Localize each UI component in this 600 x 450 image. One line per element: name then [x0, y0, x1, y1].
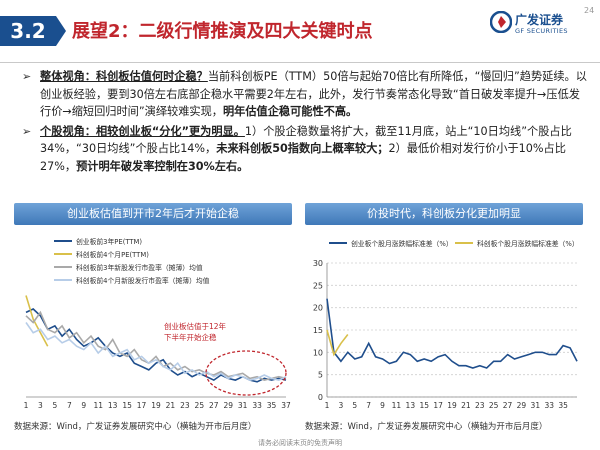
bullet-key: 个股视角：相较创业板“分化”更为明显。	[40, 124, 245, 138]
disclaimer-note: 请务必阅读末页的免责声明	[258, 439, 342, 447]
page-number: 24	[584, 6, 595, 15]
bullet-bold-end: 明年估值企稳可能性不高。	[222, 105, 358, 119]
x-tick-label: 11	[392, 401, 402, 410]
highlight-circle	[205, 350, 287, 396]
y-tick-label: 0	[318, 393, 323, 402]
chart-gem-valuation: 1 3 5 7 9 11 13 15 17 19 21 23 25 27 29 31 33 35 37创业板前3年P…	[24, 237, 291, 410]
series-line-1	[25, 308, 287, 383]
y-tick-label: 30	[313, 259, 323, 268]
y-tick-label: 15	[313, 326, 323, 335]
x-tick-label: 23	[475, 401, 485, 410]
bullet-text: 1）个股企稳数量将扩大，截至11月底，站上“10日均线”个股占比34%，“30日…	[40, 124, 572, 156]
x-tick-label: 19	[447, 401, 457, 410]
x-tick-label: 27	[503, 401, 513, 410]
annotation-line-2: 下半年开始企稳	[164, 332, 217, 342]
bullet-text: 当前科创板PE（TTM）50倍与起始70倍比有所降低，“慢回归”趋势延续。以创业…	[40, 70, 587, 119]
x-tick-label: 1	[325, 401, 330, 410]
x-tick-label: 3	[38, 401, 43, 410]
x-tick-label: 15	[122, 401, 132, 410]
x-tick-label: 19	[151, 401, 161, 410]
arrow-bullet-icon: ➢	[22, 70, 32, 83]
bullet-bold-mid: 未来科创板50指数向上概率较大；	[216, 142, 389, 156]
bullet-key: 整体视角：科创板估值何时企稳？	[40, 70, 208, 83]
x-tick-label: 21	[461, 401, 471, 410]
series-line-3	[25, 310, 287, 381]
x-tick-label: 25	[489, 401, 499, 410]
y-tick-label: 20	[313, 304, 323, 313]
series-line-2	[25, 295, 49, 347]
legend-label: 创业板前3年PE(TTM)	[76, 237, 142, 246]
legend-label: 科创板个股月涨跌幅标准差（%）	[477, 239, 579, 248]
x-tick-label: 11	[93, 401, 103, 410]
legend-label: 科创板前4个月PE(TTM)	[76, 250, 149, 259]
arrow-bullet-icon: ➢	[22, 124, 32, 138]
data-source-left: 数据来源：Wind，广发证券发展研究中心（横轴为开市后月度）	[14, 422, 257, 432]
legend-label: 创业板个股月涨跌幅标准差（%）	[351, 239, 453, 248]
x-tick-label: 9	[380, 401, 385, 410]
legend-label: 科创板前3年新股发行市盈率（摊薄）均值	[76, 263, 203, 272]
annotation-line-1: 创业板估值于12年	[164, 321, 227, 331]
bullet-text-2: 2）最低价相对发行价小于10%占比27%，	[40, 142, 566, 173]
gf-logo-icon	[490, 11, 512, 33]
series-line-4	[25, 322, 287, 381]
x-tick-label: 37	[281, 401, 291, 410]
logo-text-en: GF SECURITIES	[515, 27, 568, 35]
x-tick-label: 1	[24, 401, 29, 410]
x-tick-label: 25	[195, 401, 205, 410]
slide-header: 3.2 展望2：二级行情推演及四大关键时点 广发证券 GF SECURITIES…	[0, 0, 600, 63]
x-tick-label: 7	[366, 401, 371, 410]
bullet-bold-end: 预计明年破发率控制在30%左右。	[76, 159, 249, 173]
y-tick-label: 10	[313, 348, 323, 357]
series-line-1	[326, 298, 578, 369]
chart-panel-left: 创业板估值到开市2年后才开始企稳 1 3 5 7 9 11 13 15 17 19 21 23 25 27…	[14, 203, 292, 415]
chart-title-left: 创业板估值到开市2年后才开始企稳	[14, 203, 292, 225]
data-source-right: 数据来源：Wind，广发证券发展研究中心（横轴为开市后月度）	[305, 422, 548, 432]
x-tick-label: 33	[544, 401, 554, 410]
series-line-2	[326, 329, 349, 357]
section-number-badge: 3.2	[0, 16, 66, 46]
x-tick-label: 13	[406, 401, 416, 410]
x-tick-label: 15	[419, 401, 429, 410]
x-tick-label: 35	[558, 401, 568, 410]
x-tick-label: 3	[338, 401, 343, 410]
chart-panel-right: 价投时代，科创板分化更加明显 0 5 10 15 20 25 30 1 3 5 7 9 11 13 15 17…	[305, 203, 583, 415]
logo-text-cn: 广发证券	[515, 13, 564, 27]
x-tick-label: 31	[238, 401, 248, 410]
x-tick-label: 7	[67, 401, 72, 410]
bullet-list: ➢ 整体视角：科创板估值何时企稳？当前科创板PE（TTM）50倍与起始70倍比有…	[22, 68, 590, 176]
y-tick-label: 25	[313, 281, 323, 290]
slide-title: 展望2：二级行情推演及四大关键时点	[72, 21, 373, 42]
company-logo: 广发证券 GF SECURITIES	[490, 10, 582, 44]
x-tick-label: 29	[223, 401, 233, 410]
x-tick-label: 21	[166, 401, 176, 410]
bullet-valuation: ➢ 整体视角：科创板估值何时企稳？当前科创板PE（TTM）50倍与起始70倍比有…	[22, 68, 590, 121]
x-tick-label: 33	[252, 401, 262, 410]
legend-label: 科创板前4个月新股发行市盈率（摊薄）均值	[76, 276, 210, 285]
x-tick-label: 9	[81, 401, 86, 410]
x-tick-label: 29	[517, 401, 527, 410]
x-tick-label: 5	[352, 401, 357, 410]
bullet-divergence: ➢ 个股视角：相较创业板“分化”更为明显。1）个股企稳数量将扩大，截至11月底，…	[22, 123, 590, 176]
x-tick-label: 27	[209, 401, 219, 410]
chart-title-right: 价投时代，科创板分化更加明显	[305, 203, 583, 225]
x-tick-label: 35	[267, 401, 277, 410]
x-tick-label: 5	[52, 401, 57, 410]
x-tick-label: 23	[180, 401, 190, 410]
x-tick-label: 17	[433, 401, 443, 410]
y-tick-label: 5	[318, 371, 323, 380]
x-tick-label: 31	[531, 401, 541, 410]
x-tick-label: 17	[137, 401, 147, 410]
x-tick-label: 13	[108, 401, 118, 410]
